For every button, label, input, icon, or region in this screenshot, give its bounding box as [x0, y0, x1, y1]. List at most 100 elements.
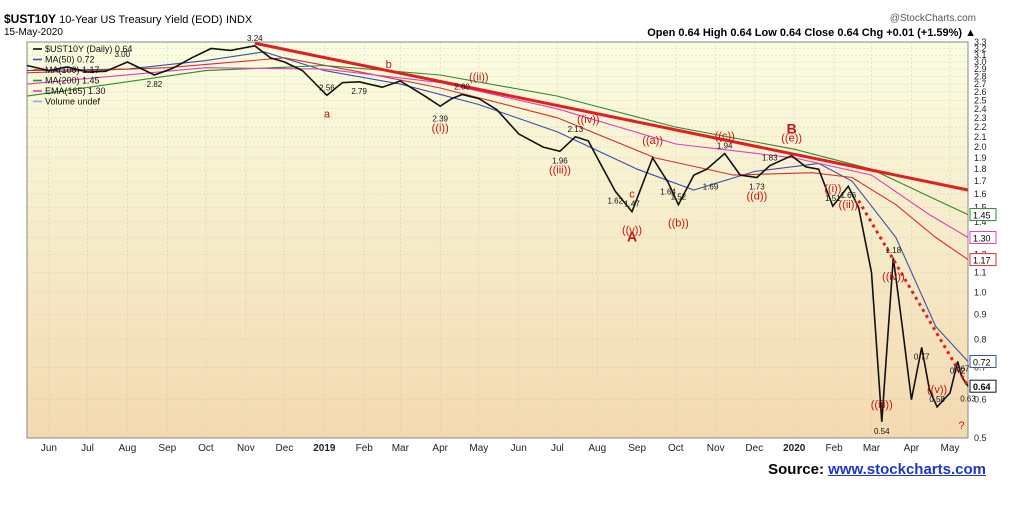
y-tick-label: 2.3: [974, 113, 987, 123]
y-tick-label: 1.1: [974, 268, 987, 278]
price-annotation: 2.56: [319, 83, 335, 92]
x-tick-label: Mar: [863, 443, 881, 454]
y-tick-label: 1.4: [974, 217, 987, 227]
y-tick-label: 3.3: [974, 37, 987, 47]
stockcharts-credit: @StockCharts.com: [889, 13, 976, 24]
price-annotation: 2.39: [432, 115, 448, 124]
x-tick-label: Nov: [707, 443, 725, 454]
price-annotation: 2.60: [454, 82, 470, 91]
price-annotation: 1.62: [607, 196, 623, 205]
price-annotation: 2.82: [147, 80, 163, 89]
wave-label: ((ii)): [469, 71, 489, 83]
y-tick-label: 2.0: [974, 142, 987, 152]
x-tick-label: Sep: [158, 443, 176, 454]
wave-label: ((i)): [432, 123, 449, 135]
x-tick-label: Aug: [588, 443, 606, 454]
y-tick-label: 2.5: [974, 95, 987, 105]
price-annotation: 1.52: [671, 193, 687, 202]
price-annotation: 1.47: [624, 200, 640, 209]
chart-date: 15-May-2020: [4, 27, 63, 38]
price-annotation: 1.64: [660, 187, 676, 196]
value-flag: [969, 230, 997, 244]
wave-label: ((i)): [824, 183, 841, 195]
y-tick-label: 0.8: [974, 334, 987, 344]
series-line: [26, 51, 969, 362]
x-tick-label: Jul: [81, 443, 94, 454]
wave-label: ((e)): [781, 133, 802, 145]
ohlc-readout: Open 0.64 High 0.64 Low 0.64 Close 0.64 …: [647, 27, 976, 39]
x-tick-label: Oct: [668, 443, 684, 454]
value-flag-label: 1.30: [973, 233, 991, 243]
x-tick-label: Sep: [628, 443, 646, 454]
wave-label: ((ii)): [839, 199, 859, 211]
x-tick-label: Aug: [119, 443, 137, 454]
price-annotation: 1.96: [552, 156, 568, 165]
legend-entry: EMA(165) 1.30: [45, 86, 106, 96]
value-flag: [969, 208, 997, 222]
price-annotation: 2.13: [568, 125, 584, 134]
value-flag-label: 0.72: [973, 357, 991, 367]
value-flag: [969, 253, 997, 267]
y-tick-label: 2.6: [974, 87, 987, 97]
wave-label: A: [627, 229, 637, 245]
y-tick-label: 1.6: [974, 189, 987, 199]
y-tick-label: 3.0: [974, 57, 987, 67]
x-tick-label: Feb: [826, 443, 844, 454]
value-flag-label: 0.64: [973, 382, 991, 392]
source-link[interactable]: www.stockcharts.com: [828, 461, 986, 478]
price-annotation: 3.00: [114, 50, 130, 59]
source-label: Source:: [768, 461, 829, 478]
price-annotation: 0.67: [954, 365, 970, 374]
price-annotation: 1.18: [886, 246, 902, 255]
y-tick-label: 1.5: [974, 202, 987, 212]
legend-entry: MA(50) 0.72: [45, 55, 95, 65]
y-tick-label: 0.6: [974, 395, 987, 405]
wave-label: ((iv)): [577, 114, 600, 126]
y-tick-label: 0.9: [974, 310, 987, 320]
wave-label: ((b)): [668, 218, 689, 230]
wave-label: ((v)): [622, 225, 642, 237]
y-tick-label: 1.0: [974, 288, 987, 298]
y-tick-label: 1.9: [974, 153, 987, 163]
wave-label: b: [386, 59, 392, 71]
price-annotation: 0.58: [929, 395, 945, 404]
y-tick-label: 1.8: [974, 164, 987, 174]
x-tick-label: May: [469, 443, 488, 454]
price-annotation: 2.79: [351, 87, 367, 96]
value-flag-label: 1.17: [973, 256, 991, 266]
price-annotation: 0.77: [914, 352, 930, 361]
x-tick-label: 2020: [783, 443, 806, 454]
wave-label: ((iv)): [882, 271, 905, 283]
series-line: [26, 57, 969, 261]
x-tick-label: 2019: [313, 443, 336, 454]
wave-label: ((a)): [642, 135, 663, 147]
value-flag: [969, 379, 997, 393]
wave-label: ((c)): [715, 130, 735, 142]
price-annotation: 1.73: [749, 183, 765, 192]
plot-background: [27, 42, 968, 438]
y-tick-label: 0.5: [974, 433, 987, 443]
price-annotation: 1.83: [762, 154, 778, 163]
y-tick-label: 2.7: [974, 79, 987, 89]
x-tick-label: Apr: [904, 443, 920, 454]
plot-frame: [26, 41, 969, 439]
price-annotation: 0.72: [950, 366, 966, 375]
price-annotation: 1.66: [840, 191, 856, 200]
wave-label: ((v)): [927, 384, 947, 396]
wave-label: ?: [959, 420, 965, 432]
y-tick-label: 3.1: [974, 50, 987, 60]
x-tick-label: Mar: [392, 443, 410, 454]
y-tick-label: 2.9: [974, 64, 987, 74]
price-annotation: 1.69: [703, 183, 719, 192]
y-tick-label: 2.2: [974, 122, 987, 132]
chart-header-title: $UST10Y 10-Year US Treasury Yield (EOD) …: [4, 12, 252, 26]
y-tick-label: 2.1: [974, 132, 987, 142]
trendline: [857, 199, 970, 387]
y-tick-label: 1.7: [974, 176, 987, 186]
legend-entry: $UST10Y (Daily) 0.64: [45, 44, 132, 54]
y-tick-label: 3.2: [974, 43, 987, 53]
value-flag: [969, 354, 997, 368]
symbol-description: 10-Year US Treasury Yield (EOD): [59, 14, 223, 26]
